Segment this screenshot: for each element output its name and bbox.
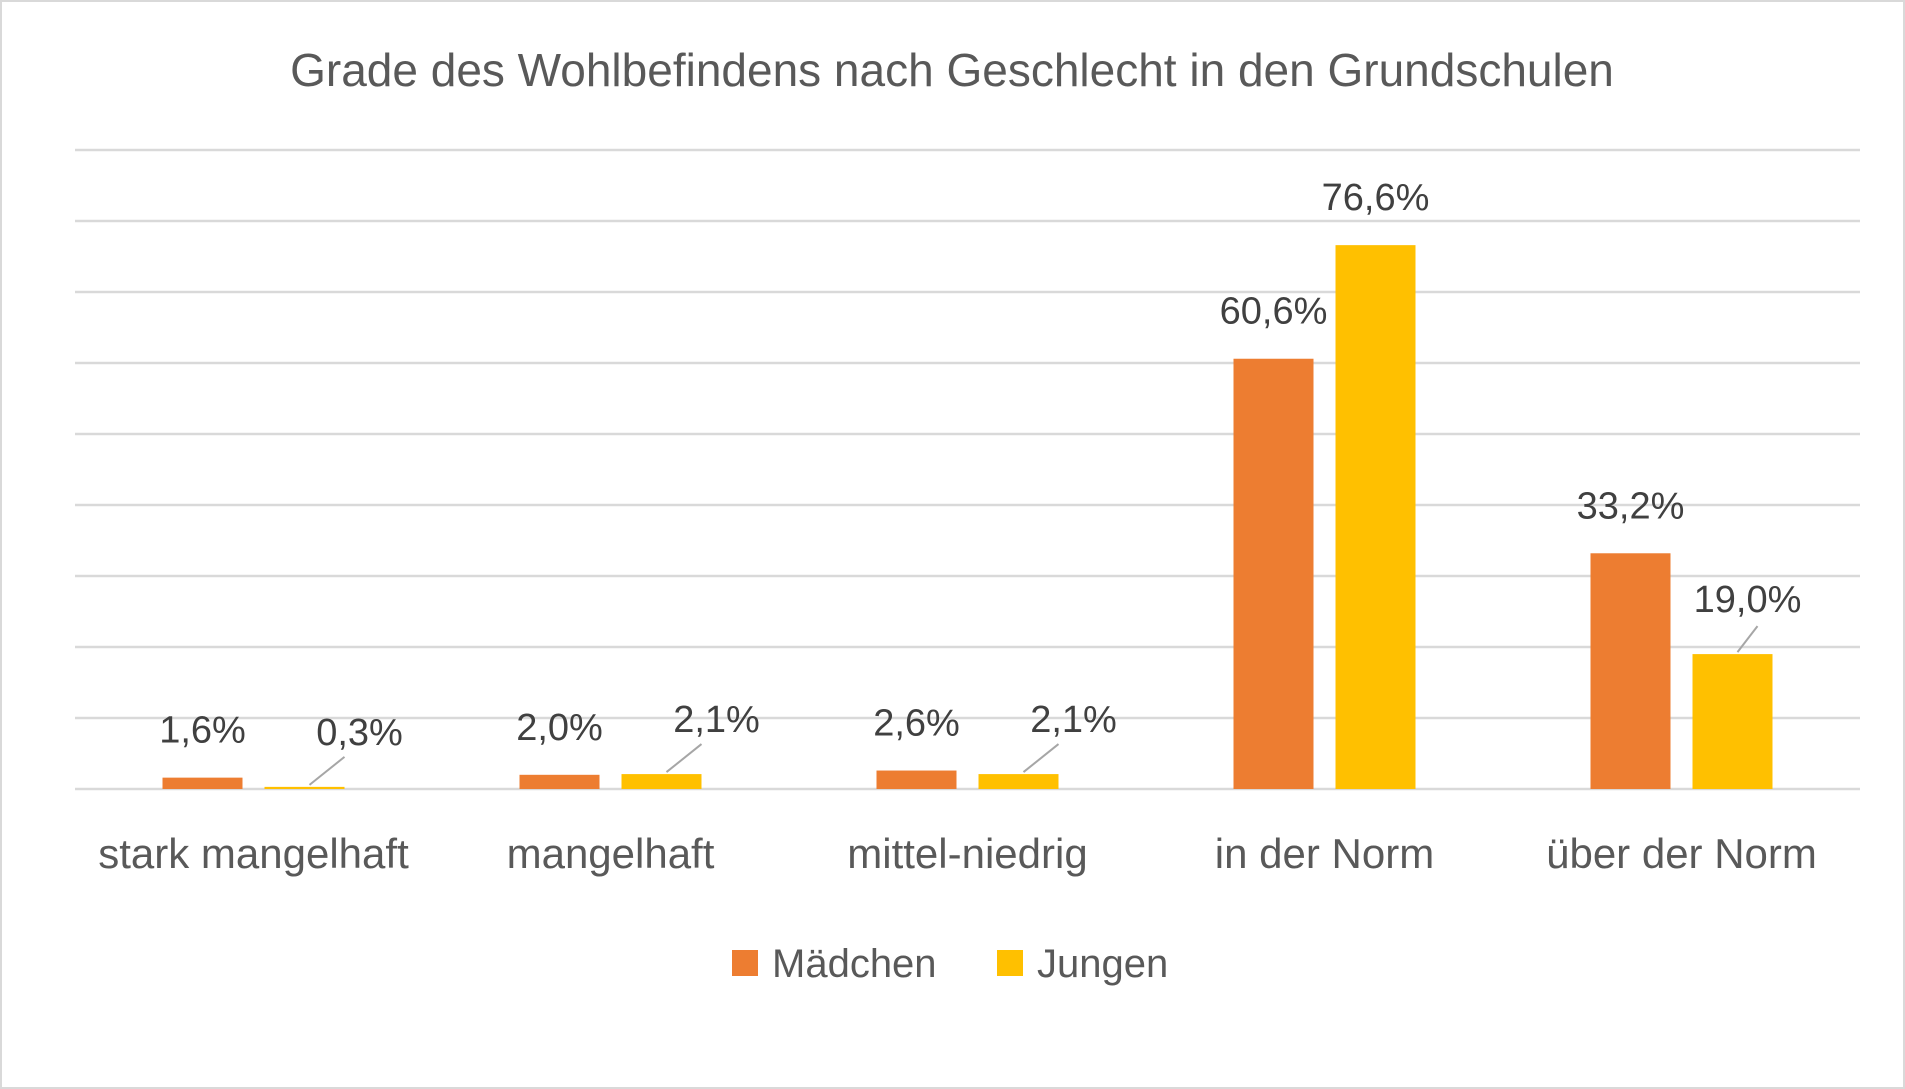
category-label: mangelhaft — [507, 830, 715, 877]
category-labels: stark mangelhaft mangelhaft mittel-niedrig… — [98, 830, 1817, 877]
legend-label: Jungen — [1037, 942, 1168, 986]
data-label: 60,6% — [1220, 291, 1328, 333]
bar-series-2 — [1692, 654, 1773, 789]
category-label: stark mangelhaft — [98, 830, 409, 877]
category-label: mittel-niedrig — [847, 830, 1087, 877]
leader-line — [308, 756, 346, 786]
data-label: 2,1% — [673, 699, 760, 741]
legend-swatch — [732, 950, 758, 976]
legend: Mädchen Jungen — [732, 942, 1168, 986]
leader-line — [1736, 625, 1759, 653]
bar-series-1 — [1233, 358, 1314, 789]
data-label: 76,6% — [1322, 177, 1430, 219]
data-label: 2,1% — [1030, 699, 1117, 741]
leader-lines — [308, 625, 1759, 786]
data-label: 19,0% — [1694, 579, 1802, 621]
bar-series-1 — [876, 770, 957, 789]
data-label: 2,0% — [516, 707, 603, 749]
bar-series-1 — [162, 777, 243, 789]
category-label: in der Norm — [1215, 830, 1434, 877]
data-label: 0,3% — [316, 712, 403, 754]
data-label: 1,6% — [159, 710, 246, 752]
chart-title: Grade des Wohlbefindens nach Geschlecht … — [290, 44, 1614, 96]
bars — [162, 245, 1773, 789]
bar-series-2 — [1335, 245, 1416, 789]
bar-series-2 — [264, 786, 345, 789]
bar-series-2 — [978, 774, 1059, 789]
data-labels: 1,6% 0,3% 2,0% 2,1% 2,6% 2,1% 60,6% 76,6% 33,2% 1… — [159, 177, 1801, 754]
leader-line — [665, 743, 703, 773]
category-label: über der Norm — [1546, 830, 1817, 877]
data-label: 33,2% — [1577, 485, 1685, 527]
bar-series-2 — [621, 774, 702, 789]
legend-label: Mädchen — [772, 942, 937, 986]
gridlines — [75, 148, 1860, 791]
legend-swatch — [997, 950, 1023, 976]
data-label: 2,6% — [873, 703, 960, 745]
bar-series-1 — [519, 774, 600, 789]
bar-series-1 — [1590, 553, 1671, 789]
leader-line — [1022, 743, 1060, 773]
